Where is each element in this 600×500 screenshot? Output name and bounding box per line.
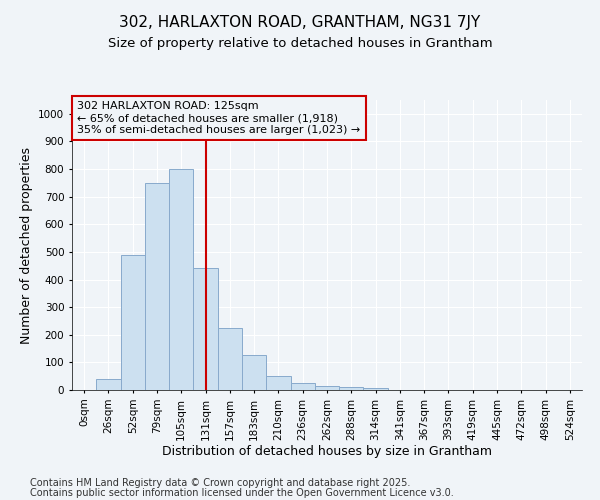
Y-axis label: Number of detached properties: Number of detached properties [20, 146, 32, 344]
Text: Contains public sector information licensed under the Open Government Licence v3: Contains public sector information licen… [30, 488, 454, 498]
Bar [169, 169, 193, 390]
Bar [145, 183, 169, 390]
Bar [218, 328, 242, 390]
Text: Contains HM Land Registry data © Crown copyright and database right 2025.: Contains HM Land Registry data © Crown c… [30, 478, 410, 488]
Bar [315, 386, 339, 390]
Text: Size of property relative to detached houses in Grantham: Size of property relative to detached ho… [107, 38, 493, 51]
Bar [121, 254, 145, 390]
Bar [364, 388, 388, 390]
Text: 302, HARLAXTON ROAD, GRANTHAM, NG31 7JY: 302, HARLAXTON ROAD, GRANTHAM, NG31 7JY [119, 15, 481, 30]
Bar [290, 383, 315, 390]
Bar [242, 356, 266, 390]
Bar [339, 387, 364, 390]
Bar [96, 379, 121, 390]
Text: 302 HARLAXTON ROAD: 125sqm
← 65% of detached houses are smaller (1,918)
35% of s: 302 HARLAXTON ROAD: 125sqm ← 65% of deta… [77, 102, 361, 134]
Bar [266, 376, 290, 390]
Bar [193, 268, 218, 390]
X-axis label: Distribution of detached houses by size in Grantham: Distribution of detached houses by size … [162, 446, 492, 458]
